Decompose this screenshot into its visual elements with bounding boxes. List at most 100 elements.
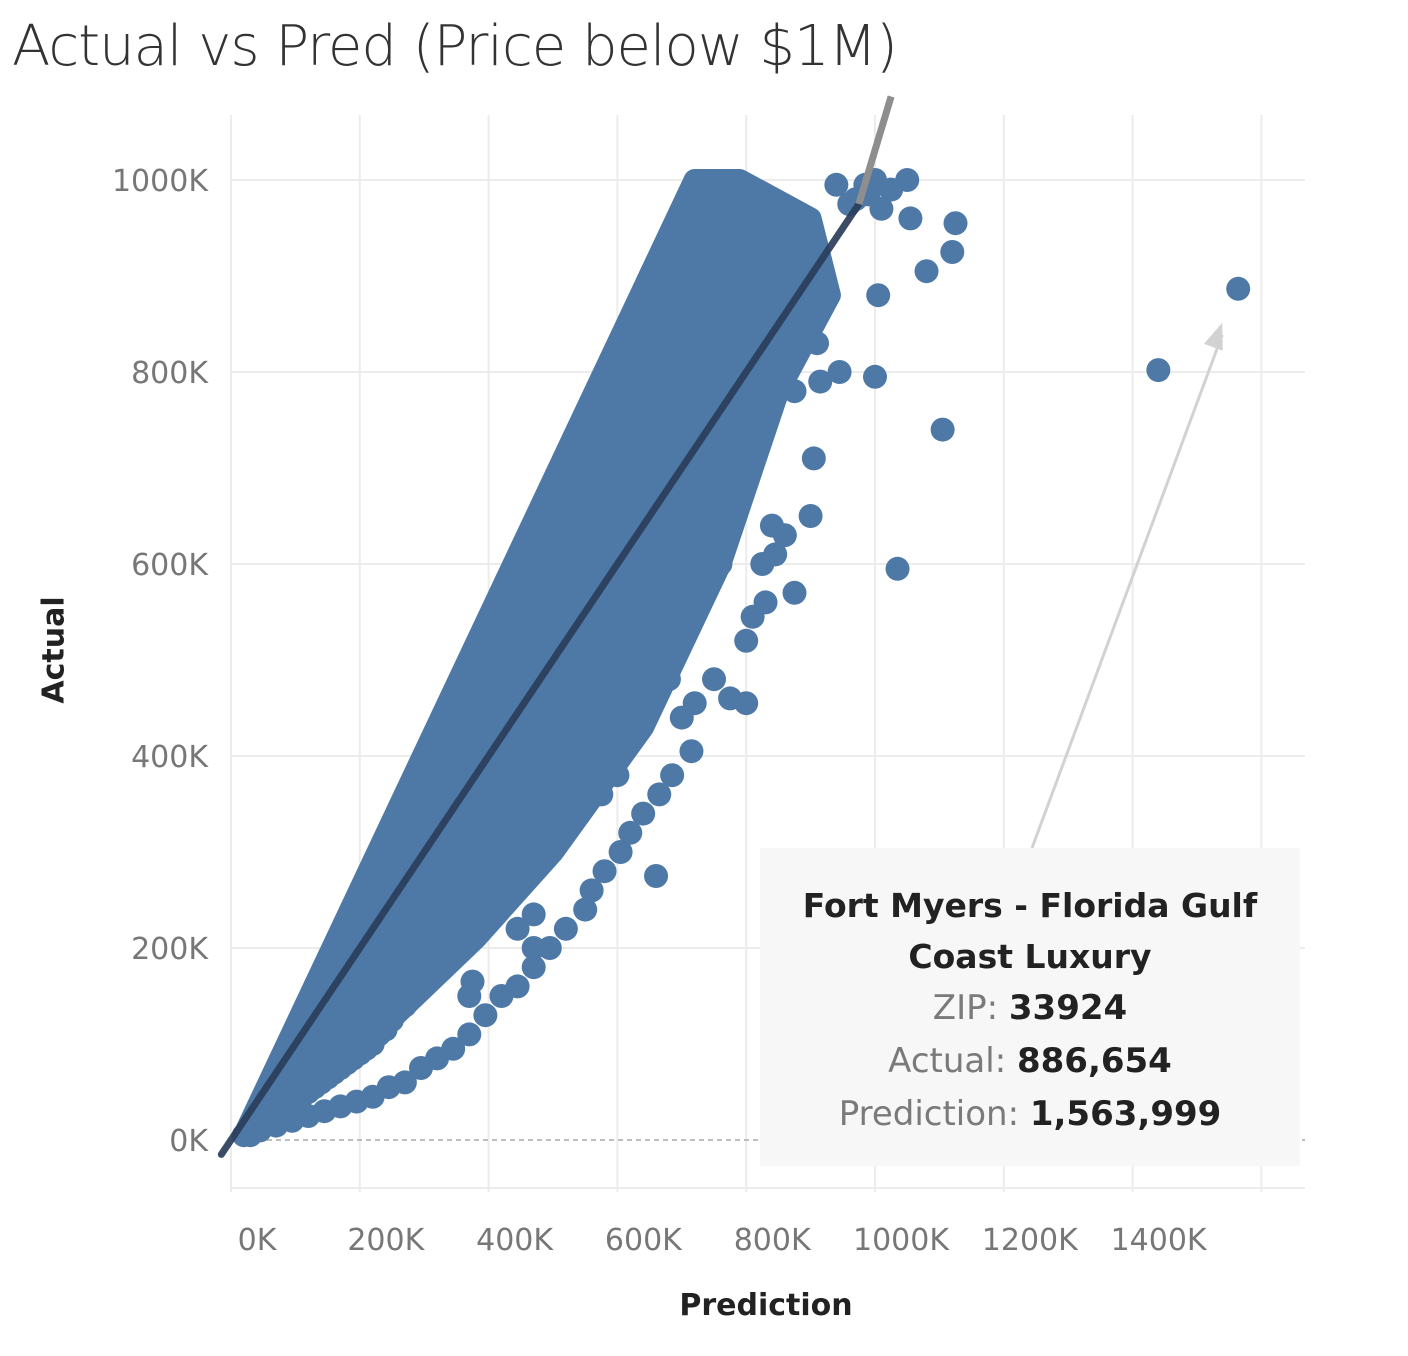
data-point[interactable] — [898, 206, 923, 231]
data-point[interactable] — [618, 820, 643, 845]
data-point[interactable] — [573, 561, 598, 586]
data-point[interactable] — [608, 840, 633, 864]
data-point[interactable] — [798, 504, 823, 528]
data-point[interactable] — [866, 283, 891, 308]
data-point[interactable] — [808, 369, 833, 394]
data-point[interactable] — [463, 878, 488, 903]
data-point[interactable] — [521, 955, 546, 980]
data-point[interactable] — [930, 417, 955, 442]
x-tick-label: 1000K — [853, 1223, 950, 1258]
reference-line — [217, 95, 895, 1158]
data-point[interactable] — [457, 984, 482, 1008]
x-axis-title: Prediction — [679, 1288, 853, 1323]
data-point[interactable] — [631, 801, 656, 826]
data-point[interactable] — [489, 830, 514, 855]
data-point[interactable] — [579, 748, 604, 773]
data-point[interactable] — [734, 312, 759, 336]
data-point[interactable] — [782, 379, 807, 404]
y-tick-label: 600K — [131, 548, 209, 583]
data-point[interactable] — [505, 916, 530, 941]
x-tick-label: 200K — [347, 1223, 425, 1258]
data-point[interactable] — [824, 172, 849, 197]
tooltip-actual-value: 886,654 — [1016, 1041, 1172, 1081]
y-tick-label: 400K — [131, 740, 209, 775]
data-point[interactable] — [801, 446, 826, 471]
data-point[interactable] — [772, 225, 797, 250]
data-point[interactable] — [734, 628, 759, 653]
tooltip-prediction-label: Prediction: — [838, 1094, 1020, 1134]
y-tick-label: 0K — [169, 1124, 209, 1159]
data-point[interactable] — [534, 715, 559, 740]
tooltip-actual-label: Actual: — [888, 1041, 1007, 1081]
x-tick-label: 0K — [238, 1223, 278, 1258]
data-point[interactable] — [943, 211, 968, 236]
data-point[interactable] — [724, 331, 749, 356]
data-point[interactable] — [753, 220, 778, 245]
data-point[interactable] — [579, 878, 604, 903]
data-point[interactable] — [656, 667, 681, 692]
data-point[interactable] — [695, 369, 720, 394]
data-point[interactable] — [669, 705, 694, 730]
tooltip-zip-label: ZIP: — [932, 988, 999, 1028]
data-point[interactable] — [782, 580, 807, 605]
data-point[interactable] — [553, 916, 578, 941]
data-point[interactable] — [537, 936, 562, 960]
x-tick-label: 1200K — [982, 1223, 1079, 1258]
data-point[interactable] — [1146, 358, 1171, 383]
data-point[interactable] — [885, 556, 910, 581]
data-point[interactable] — [547, 667, 572, 692]
arrow-shaft — [1030, 334, 1224, 849]
x-tick-label: 600K — [605, 1223, 683, 1258]
data-point[interactable] — [750, 264, 775, 288]
tooltip-prediction-value: 1,563,999 — [1029, 1094, 1222, 1134]
data-point[interactable] — [750, 552, 775, 576]
data-point[interactable] — [863, 364, 887, 389]
data-point[interactable] — [483, 888, 508, 912]
tooltip-actual-row: Actual: 886,654 — [760, 1035, 1300, 1088]
data-point[interactable] — [431, 840, 456, 864]
data-point[interactable] — [708, 552, 733, 576]
tooltip-prediction-row: Prediction: 1,563,999 — [760, 1088, 1300, 1141]
data-point[interactable] — [508, 782, 533, 807]
data-point[interactable] — [644, 864, 669, 888]
data-point[interactable] — [541, 686, 565, 711]
data-point[interactable] — [827, 360, 852, 384]
axis-ticks: 0K 200K 400K 600K 800K 1000K 1200K 1400K 0K 200K 4… — [112, 164, 1208, 1258]
data-point[interactable] — [718, 686, 743, 711]
data-point[interactable] — [940, 240, 965, 264]
data-point[interactable] — [473, 1003, 498, 1028]
tooltip-location-name: Fort Myers - Florida Gulf Coast Luxury — [802, 886, 1258, 976]
data-point[interactable] — [660, 763, 685, 788]
data-point[interactable] — [412, 811, 437, 836]
data-point[interactable] — [238, 1123, 263, 1148]
chart-title: Actual vs Pred (Price below $1M) — [12, 14, 898, 79]
x-tick-label: 400K — [476, 1223, 554, 1258]
y-tick-label: 800K — [131, 356, 209, 391]
data-point[interactable] — [592, 859, 617, 884]
data-point[interactable] — [708, 350, 733, 375]
data-point[interactable] — [702, 667, 726, 692]
y-tick-label: 200K — [131, 932, 209, 967]
data-point[interactable] — [753, 590, 778, 615]
data-point[interactable] — [573, 897, 598, 922]
data-point[interactable] — [553, 724, 578, 749]
data-point[interactable] — [515, 763, 540, 788]
data-point[interactable] — [695, 456, 720, 480]
data-point[interactable] — [589, 782, 614, 807]
data-point[interactable] — [647, 782, 672, 807]
data-point[interactable] — [521, 744, 546, 768]
data-point[interactable] — [457, 1022, 482, 1047]
tooltip-zip-row: ZIP: 33924 — [760, 982, 1300, 1035]
arrow-head — [1203, 322, 1223, 351]
data-point[interactable] — [489, 984, 514, 1008]
data-point[interactable] — [521, 902, 546, 927]
data-point[interactable] — [759, 513, 784, 538]
data-point[interactable] — [805, 331, 830, 356]
data-point[interactable] — [408, 1056, 433, 1080]
data-point[interactable] — [679, 739, 704, 764]
data-point[interactable] — [914, 259, 939, 284]
data-point[interactable] — [605, 763, 630, 788]
data-point[interactable] — [495, 811, 520, 836]
data-point[interactable] — [1226, 276, 1251, 301]
